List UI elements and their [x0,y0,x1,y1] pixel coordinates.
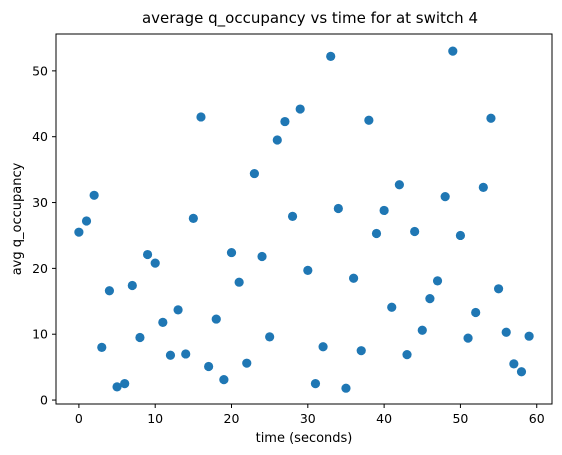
y-tick-label: 50 [32,63,48,78]
data-point [280,116,290,127]
data-point [333,203,343,214]
x-tick-label: 20 [224,411,240,426]
plot-frame [55,33,553,405]
data-point [142,249,153,260]
data-point [135,332,145,343]
x-tick-label: 0 [75,411,83,426]
data-point [471,307,481,318]
data-point [188,213,198,223]
data-point [104,286,115,296]
data-point [272,135,282,145]
data-point [371,228,382,239]
y-tick-label: 30 [32,195,48,210]
data-point [310,378,321,389]
data-point [463,333,473,343]
y-axis-ticks: 0 10 20 30 40 50 [32,63,56,408]
data-point [249,168,259,179]
data-point [257,251,267,262]
data-point [425,294,435,304]
data-point [173,305,183,315]
data-point [516,367,527,377]
data-point [295,104,305,114]
data-point [112,382,122,392]
data-point [341,383,351,393]
data-point [303,265,313,275]
data-point [486,113,496,123]
data-point [448,46,458,56]
y-tick-label: 10 [32,327,48,342]
data-point [455,230,466,241]
x-axis-label: time (seconds) [256,431,353,446]
data-point [356,346,366,356]
data-point [219,375,229,385]
data-point [524,331,534,341]
data-point [211,314,221,324]
data-point [204,361,214,372]
data-point [97,342,107,352]
x-tick-label: 10 [147,411,163,426]
data-point [158,317,168,327]
data-point [127,280,137,291]
data-point [387,302,397,312]
data-point [509,359,519,369]
data-point [493,284,504,294]
chart-title: average q_occupancy vs time for at switc… [142,9,478,28]
data-point [81,216,92,226]
x-tick-label: 30 [300,411,316,426]
x-axis-ticks: 0 10 20 30 40 50 60 [75,404,545,426]
data-point [417,325,427,335]
data-point [478,182,488,192]
data-point [379,205,389,216]
data-point [196,112,206,122]
data-point [394,180,404,190]
data-point [120,378,130,389]
data-point [234,277,244,287]
data-point [265,332,275,342]
x-tick-label: 60 [529,411,545,426]
data-point [432,276,443,286]
data-point [165,350,176,360]
data-point [402,350,412,360]
data-point [349,273,359,283]
data-point [287,211,298,221]
x-tick-label: 40 [376,411,392,426]
data-point [181,349,191,359]
y-tick-label: 40 [32,129,48,144]
data-point [318,342,328,352]
y-axis-label: avg q_occupancy [10,162,25,275]
y-tick-label: 0 [40,393,48,408]
data-point [150,258,160,268]
data-point [226,247,237,258]
data-point [89,190,99,200]
data-points [74,46,534,393]
x-tick-label: 50 [452,411,468,426]
data-point [326,51,336,61]
y-tick-label: 20 [32,261,48,276]
data-point [501,327,511,337]
data-point [440,192,450,202]
data-point [410,226,420,237]
data-point [364,115,374,125]
data-point [74,227,84,237]
data-point [242,358,252,368]
